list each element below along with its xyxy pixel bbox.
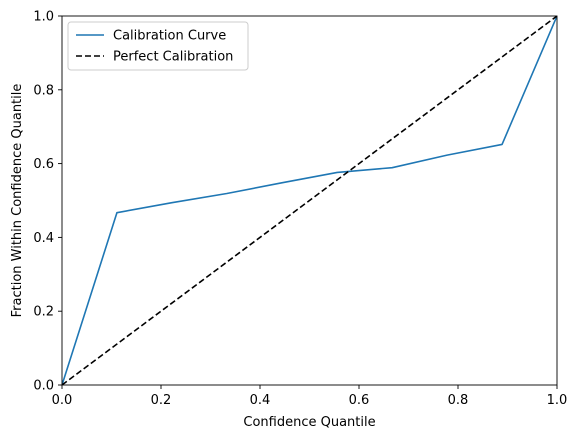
x-axis-title: Confidence Quantile (243, 415, 375, 430)
legend: Calibration Curve Perfect Calibration (67, 21, 249, 71)
x-tick-label: 0.0 (52, 393, 73, 408)
x-tick-label: 0.8 (448, 393, 469, 408)
y-tick-label: 0.0 (33, 379, 54, 394)
y-tick-label: 0.6 (33, 157, 54, 172)
x-tick-label: 0.6 (349, 393, 370, 408)
y-tick-label: 1.0 (33, 10, 54, 25)
x-tick-label: 1.0 (547, 393, 568, 408)
perfect-calibration-line (62, 16, 557, 385)
y-tick-label: 0.2 (33, 305, 54, 320)
legend-label: Calibration Curve (113, 29, 226, 44)
calibration-curve-line (62, 16, 557, 385)
y-axis-title: Fraction Within Confidence Quantile (10, 84, 25, 318)
plot-area: 0.0 0.2 0.4 0.6 0.8 1.0 0.0 0.2 0.4 0.6 0.8 1.0 (33, 10, 567, 409)
y-tick-label: 0.8 (33, 83, 54, 98)
legend-label: Perfect Calibration (113, 50, 233, 65)
legend-box (67, 21, 249, 71)
x-tick-label: 0.4 (250, 393, 271, 408)
x-tick-label: 0.2 (151, 393, 172, 408)
axes-frame (61, 15, 558, 386)
y-tick-label: 0.4 (33, 231, 54, 246)
